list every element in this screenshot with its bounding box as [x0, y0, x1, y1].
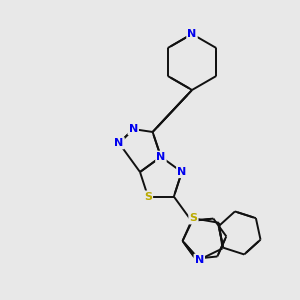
Text: N: N: [195, 255, 204, 265]
Text: N: N: [177, 167, 187, 177]
Text: N: N: [115, 138, 124, 148]
Text: N: N: [129, 124, 138, 134]
Text: S: S: [189, 213, 197, 223]
Text: N: N: [156, 152, 166, 162]
Text: S: S: [144, 192, 152, 202]
Text: N: N: [188, 29, 196, 39]
